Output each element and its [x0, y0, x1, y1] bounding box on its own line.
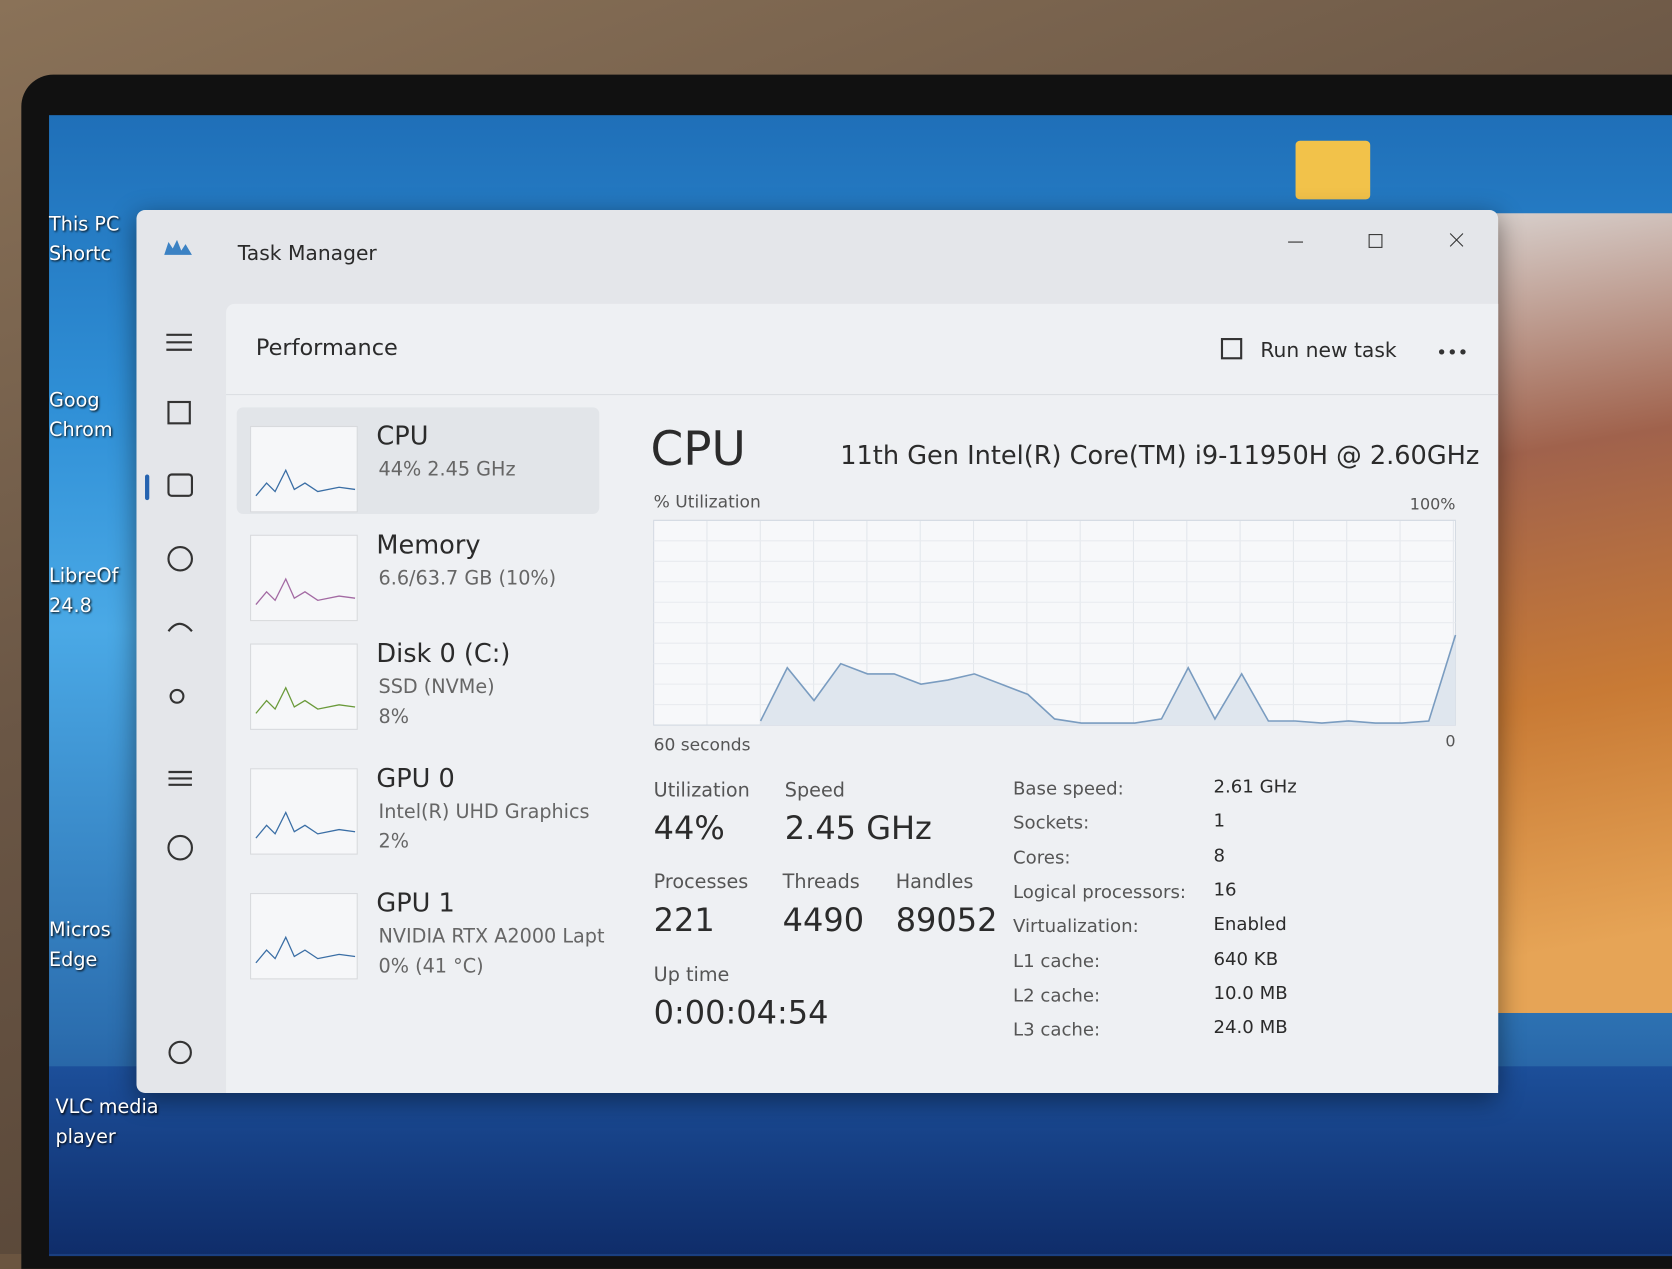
stat-label: Up time [653, 963, 730, 987]
cpu-line [759, 634, 1457, 724]
app-history-nav[interactable] [167, 545, 194, 572]
spec-label: Base speed: [1012, 778, 1124, 800]
spec-value: 10.0 MB [1213, 982, 1288, 1005]
desktop-icon-label[interactable]: VLC media [55, 1096, 159, 1119]
desktop-icon-label[interactable]: Goog [49, 389, 100, 412]
stat-value: 2.45 GHz [784, 810, 932, 848]
menu-button[interactable] [166, 333, 192, 351]
stat-value: 0:00:04:54 [653, 994, 829, 1033]
graph-x-label: 60 seconds [653, 734, 751, 755]
startup-nav[interactable] [167, 622, 193, 632]
spec-value: 640 KB [1213, 948, 1279, 970]
resource-name[interactable]: GPU 1 [376, 888, 455, 919]
cpu-model: 11th Gen Intel(R) Core(TM) i9-11950H @ 2… [840, 440, 1480, 471]
desktop-icon-label[interactable]: player [55, 1126, 116, 1149]
spec-label: Logical processors: [1012, 881, 1187, 904]
resource-name[interactable]: GPU 0 [376, 763, 455, 794]
stat-value: 221 [653, 902, 715, 940]
settings-nav[interactable] [168, 1040, 192, 1065]
wallpaper-sea [49, 1066, 1672, 1254]
resource-thumbnail-line [255, 468, 356, 497]
app-icon [164, 239, 192, 255]
detail-title: CPU [650, 422, 746, 477]
stat-label: Processes [653, 871, 749, 894]
graph-y-label: % Utilization [653, 491, 761, 512]
desktop-icon-label[interactable]: 24.8 [49, 594, 92, 618]
desktop-icon-label[interactable]: LibreOf [49, 565, 119, 588]
resource-thumbnail [250, 643, 358, 730]
maximize-button[interactable] [1368, 234, 1383, 248]
resource-detail: 2% [378, 830, 409, 854]
resource-name[interactable]: Memory [376, 529, 481, 560]
desktop-icon-label[interactable]: Shortc [49, 243, 112, 266]
desktop-icon-label[interactable]: Edge [49, 949, 98, 972]
resource-detail: SSD (NVMe) [378, 676, 495, 699]
resource-detail: 0% (41 °C) [378, 955, 484, 978]
spec-label: Virtualization: [1012, 916, 1139, 938]
spec-label: L3 cache: [1012, 1019, 1101, 1041]
desktop-icon-label[interactable]: Micros [49, 919, 111, 942]
resource-detail: 6.6/63.7 GB (10%) [378, 567, 557, 590]
resource-name[interactable]: CPU [376, 421, 429, 452]
stat-label: Utilization [653, 779, 750, 802]
spec-label: Cores: [1012, 847, 1071, 869]
resource-thumbnail-line [255, 577, 356, 606]
spec-value: 1 [1213, 810, 1225, 833]
page-title: Performance [255, 334, 398, 361]
stat-value: 89052 [895, 902, 998, 940]
resource-detail: NVIDIA RTX A2000 Lapt [378, 925, 605, 948]
stat-value: 44% [653, 810, 725, 848]
resource-thumbnail-line [255, 686, 356, 714]
spec-value: 16 [1213, 879, 1237, 901]
performance-nav[interactable] [167, 473, 194, 497]
stat-label: Speed [784, 779, 845, 802]
users-nav[interactable] [169, 688, 185, 704]
spec-value: 8 [1213, 845, 1225, 867]
spec-label: Sockets: [1012, 812, 1090, 835]
resource-thumbnail [250, 534, 358, 622]
window-chrome [145, 233, 1464, 1065]
resource-thumbnail [250, 768, 358, 855]
resource-thumbnail-line [255, 811, 356, 839]
cpu-area [760, 635, 1456, 726]
spec-label: L1 cache: [1012, 950, 1101, 972]
nav-indicator [145, 474, 150, 501]
spec-value: 2.61 GHz [1213, 776, 1297, 798]
stat-value: 4490 [782, 902, 865, 940]
graph-tick-label: 0 [1445, 731, 1455, 750]
processes-nav[interactable] [167, 400, 191, 425]
resource-detail: 44% 2.45 GHz [378, 458, 516, 481]
window-title: Task Manager [237, 242, 377, 266]
resource-thumbnail-line [255, 935, 356, 964]
folder-icon[interactable] [1295, 140, 1371, 200]
resource-detail: 8% [378, 705, 409, 729]
resource-name[interactable]: Disk 0 (C:) [376, 638, 511, 669]
desktop-icon-label[interactable]: This PC [49, 213, 120, 236]
spec-label: L2 cache: [1012, 985, 1101, 1007]
resource-thumbnail [250, 425, 358, 513]
stat-label: Handles [895, 871, 974, 894]
desktop-icon-label[interactable]: Chrom [49, 419, 113, 442]
close-button[interactable] [1449, 233, 1464, 247]
stat-label: Threads [782, 871, 860, 894]
services-nav[interactable] [167, 834, 194, 861]
spec-value: Enabled [1213, 914, 1287, 936]
details-nav[interactable] [168, 770, 192, 786]
run-new-task-button[interactable]: Run new task [1260, 339, 1397, 363]
spec-value: 24.0 MB [1213, 1017, 1288, 1039]
graph-tick-label: 100% [1410, 495, 1456, 514]
resource-thumbnail [250, 893, 358, 980]
resource-detail: Intel(R) UHD Graphics [378, 800, 590, 824]
